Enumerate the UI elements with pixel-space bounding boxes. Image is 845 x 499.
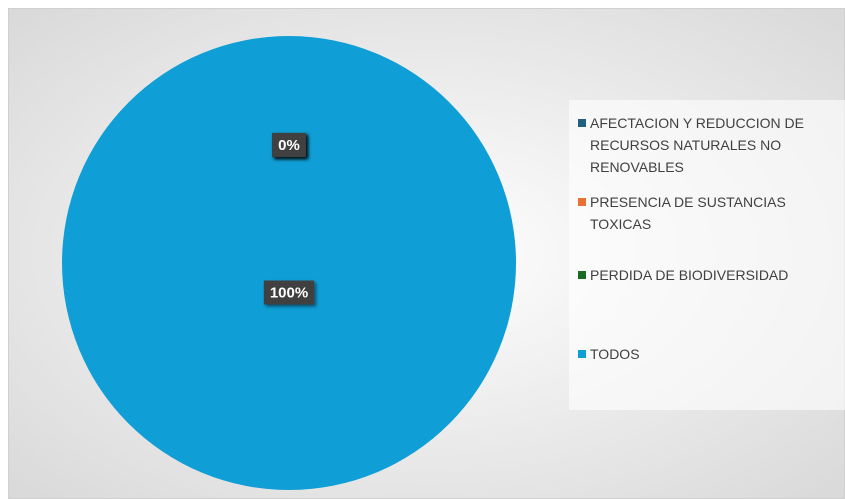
legend-swatch — [578, 350, 586, 358]
legend-swatch — [578, 198, 586, 206]
legend-entry: PRESENCIA DE SUSTANCIAS TOXICAS — [578, 191, 833, 235]
data-label: 0% — [272, 132, 306, 157]
legend-entry: AFECTACION Y REDUCCION DE RECURSOS NATUR… — [578, 112, 833, 178]
data-label-box — [272, 132, 306, 157]
legend: AFECTACION Y REDUCCION DE RECURSOS NATUR… — [569, 100, 845, 410]
data-label-box — [263, 280, 315, 305]
legend-swatch — [578, 119, 586, 127]
legend-label: PERDIDA DE BIODIVERSIDAD — [590, 267, 789, 283]
legend-entry: PERDIDA DE BIODIVERSIDAD — [578, 264, 833, 286]
legend-swatch — [578, 271, 586, 279]
slice — [62, 36, 516, 490]
legend-label: TODOS — [590, 346, 640, 362]
legend-entry: TODOS — [578, 343, 833, 365]
data-label: 100% — [263, 280, 315, 305]
data-label-text: 0% — [278, 137, 300, 154]
data-label-text: 100% — [270, 284, 308, 301]
legend-label: PRESENCIA DE SUSTANCIAS TOXICAS — [590, 194, 786, 232]
legend-label: AFECTACION Y REDUCCION DE RECURSOS NATUR… — [590, 115, 804, 175]
